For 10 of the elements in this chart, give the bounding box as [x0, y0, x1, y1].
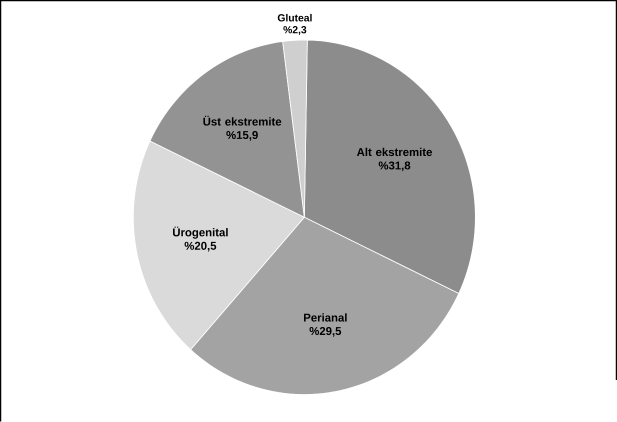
- data-label: %20,5: [184, 242, 216, 252]
- slice-label: Ürogenital: [173, 226, 228, 239]
- data-label: %31,8: [378, 161, 410, 172]
- slice-label: Üst ekstremite: [203, 116, 282, 126]
- slice-label: Perianal: [304, 313, 347, 322]
- data-label: %2,3: [283, 26, 306, 35]
- data-label: %29,5: [310, 326, 342, 337]
- slice-label: Gluteal: [278, 14, 312, 22]
- data-label: %15,9: [226, 130, 258, 141]
- slice-label: Alt ekstremite: [356, 148, 432, 156]
